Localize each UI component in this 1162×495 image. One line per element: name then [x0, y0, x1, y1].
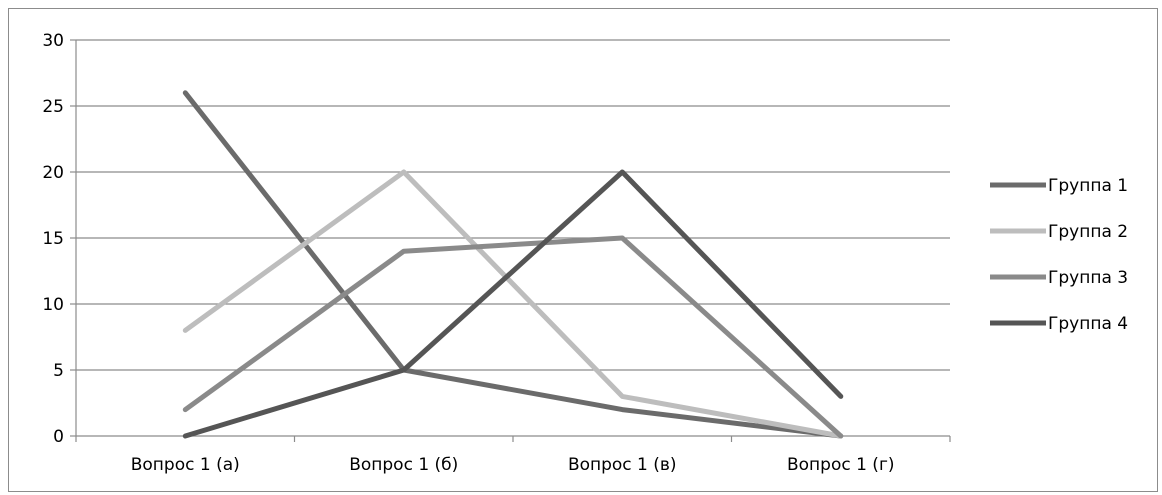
y-tick-label: 5 [53, 361, 64, 381]
series-line-2 [182, 169, 844, 439]
y-tick-label: 10 [42, 295, 64, 315]
y-tick-label: 30 [42, 31, 64, 51]
series-line-4 [182, 169, 844, 439]
legend-label-1: Группа 1 [1048, 176, 1128, 196]
x-tick-label: Вопрос 1 (в) [568, 455, 677, 475]
series-lines [182, 90, 844, 439]
y-tick-label: 25 [42, 97, 64, 117]
x-tick-label: Вопрос 1 (б) [349, 455, 458, 475]
chart-frame [8, 8, 1158, 492]
y-tick-label: 15 [42, 229, 64, 249]
x-tick-label: Вопрос 1 (а) [131, 455, 240, 475]
y-tick-label: 0 [53, 427, 64, 447]
legend: Группа 1 Группа 2 Группа 3 Группа 4 [990, 176, 1128, 334]
y-tick-label: 20 [42, 163, 64, 183]
legend-label-2: Группа 2 [1048, 222, 1128, 242]
grid-lines [76, 39, 950, 371]
x-tick-label: Вопрос 1 (г) [787, 455, 895, 475]
legend-label-3: Группа 3 [1048, 268, 1128, 288]
axes: 0 5 10 15 20 25 30 Вопрос 1 (а) Вопрос 1 (б) Вопр… [42, 31, 951, 475]
series-line-1 [182, 90, 844, 439]
legend-label-4: Группа 4 [1048, 314, 1128, 334]
series-line-3 [182, 235, 844, 439]
